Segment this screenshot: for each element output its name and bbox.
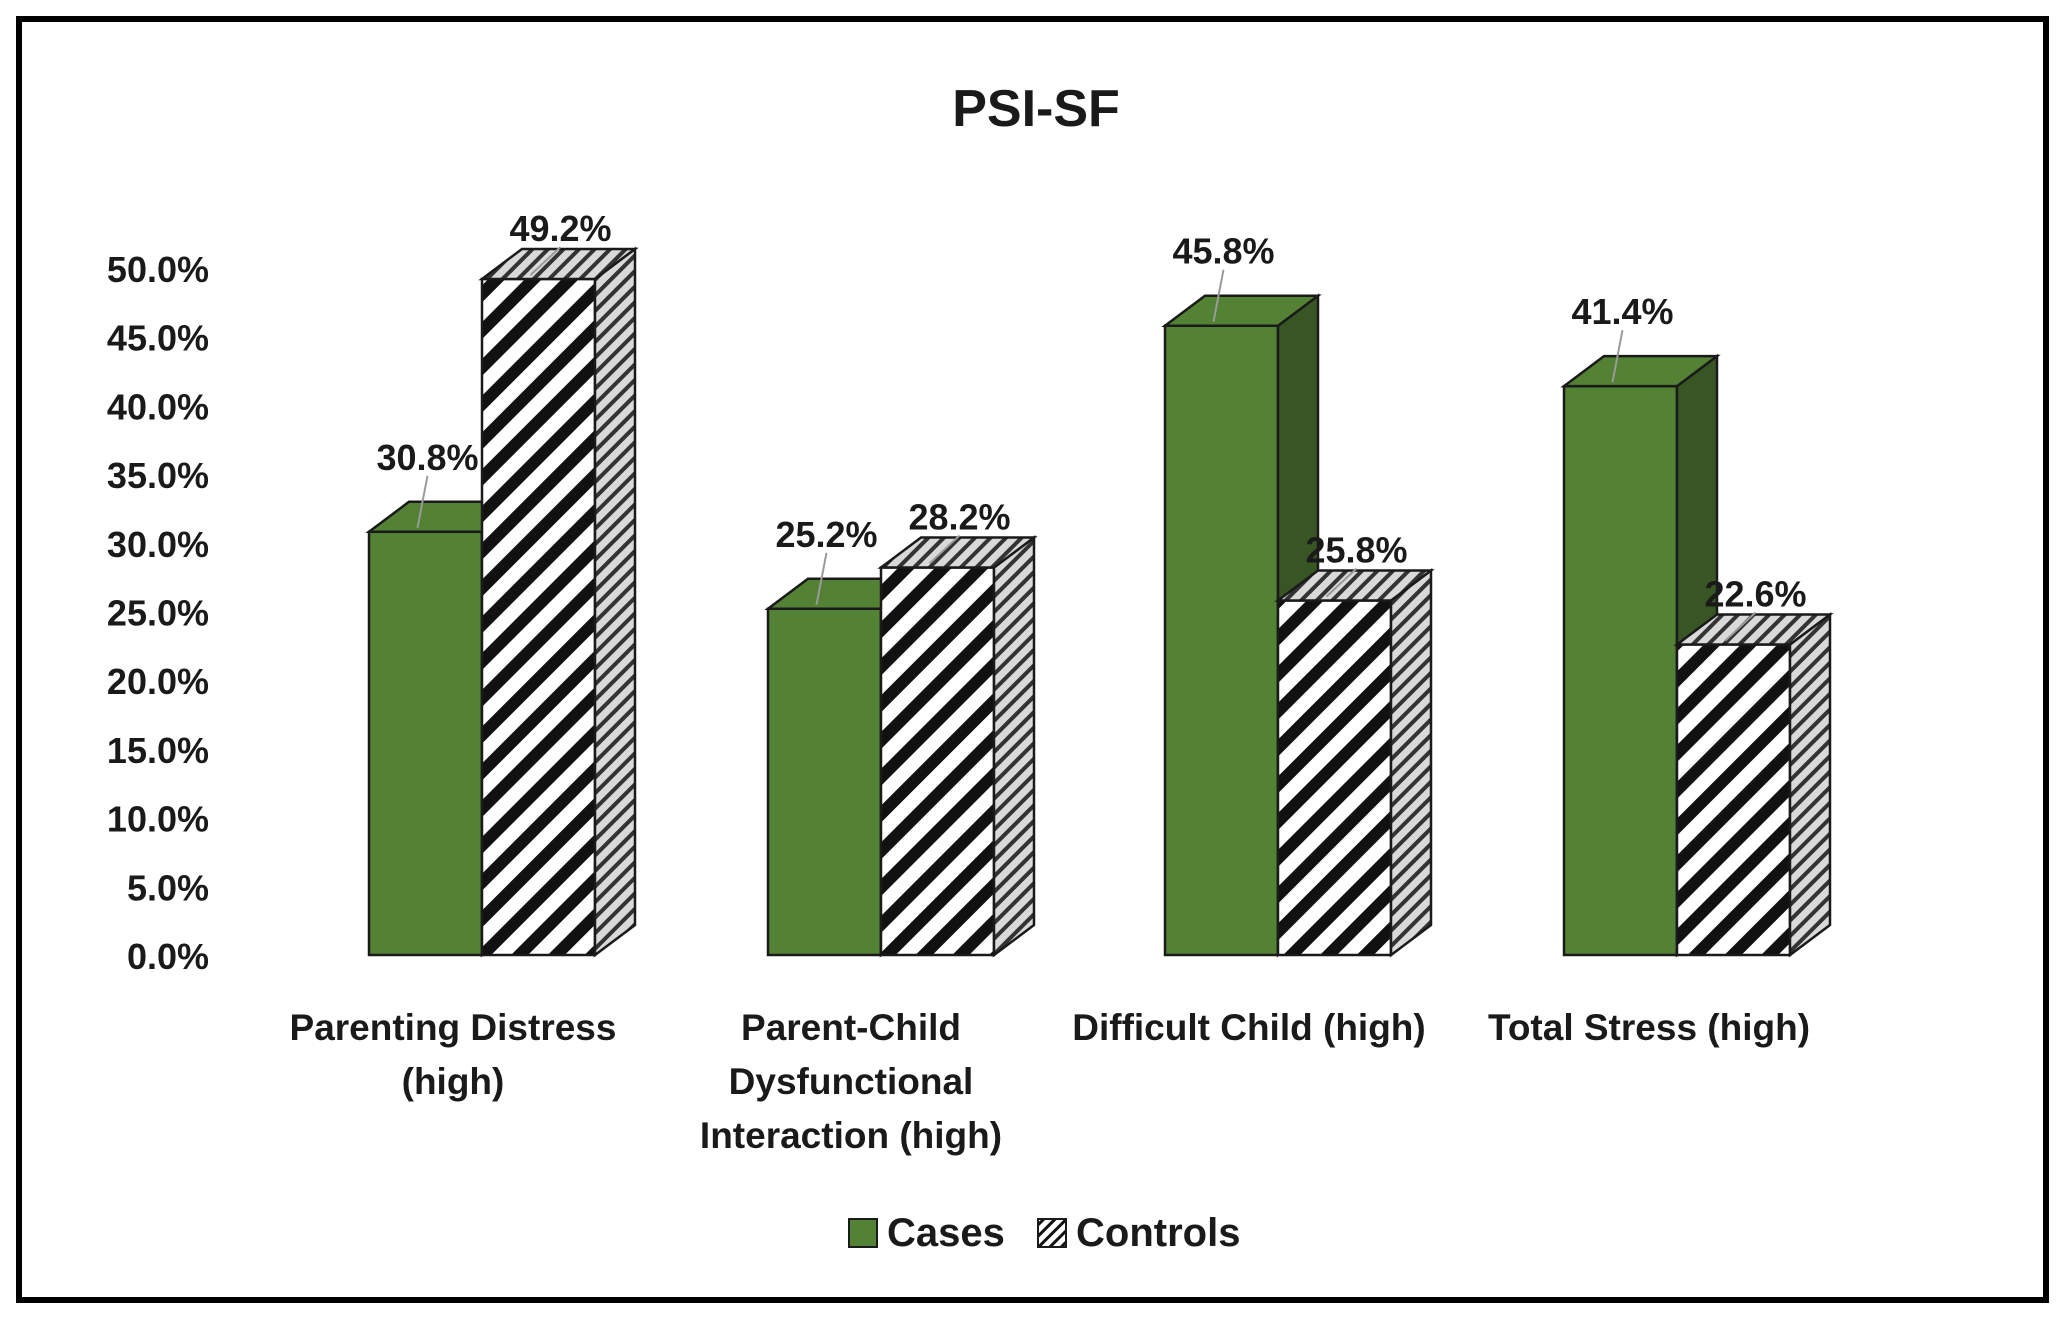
bar-front — [766, 607, 883, 957]
bar-side — [1389, 568, 1433, 958]
legend-swatch-controls — [1037, 1218, 1067, 1248]
bar-cases: 41.4% — [1560, 291, 1721, 958]
bar-controls: 49.2% — [478, 208, 639, 958]
bar-front — [1562, 384, 1679, 957]
data-label-leader — [1325, 567, 1358, 598]
data-label: 45.8% — [1172, 231, 1274, 272]
bar-side — [1788, 611, 1832, 958]
data-label: 25.2% — [775, 514, 877, 555]
y-tick-label: 40.0% — [107, 386, 209, 427]
y-tick-label: 20.0% — [107, 661, 209, 702]
data-label: 41.4% — [1571, 291, 1673, 332]
legend-label-cases: Cases — [887, 1211, 1005, 1255]
data-label-leader — [928, 534, 961, 565]
bar-top — [1161, 294, 1322, 327]
bar-top — [478, 247, 639, 281]
bar-front — [879, 566, 996, 957]
bar-side — [593, 246, 637, 958]
bar-controls: 28.2% — [877, 497, 1038, 958]
bar-controls: 25.8% — [1274, 530, 1435, 958]
bar-controls: 22.6% — [1673, 573, 1834, 958]
data-label: 22.6% — [1704, 573, 1806, 614]
x-category-label: Difficult Child (high) — [1072, 1007, 1425, 1048]
legend-swatch-cases — [848, 1218, 878, 1248]
y-tick-label: 35.0% — [107, 455, 209, 496]
bar-side — [992, 535, 1036, 958]
y-tick-label: 0.0% — [127, 936, 209, 977]
data-label-leader — [1212, 269, 1225, 322]
y-tick-label: 30.0% — [107, 524, 209, 565]
data-label-leader — [1611, 329, 1624, 383]
x-axis: Parenting Distress (high) Parent-Child Dysf… — [290, 1007, 1811, 1156]
bar-front — [480, 277, 597, 957]
bar-front — [1163, 324, 1280, 957]
data-label-leader — [529, 246, 562, 276]
bar-front — [367, 530, 484, 957]
x-category-label: Parenting Distress (high) — [290, 1007, 617, 1102]
x-category-label: Total Stress (high) — [1488, 1007, 1810, 1048]
bar-top — [1560, 354, 1721, 388]
data-label: 25.8% — [1305, 530, 1407, 571]
data-label-leader — [416, 475, 429, 528]
bars: 30.8% 49.2% 25.2% 28.2% 45.8% 25.8% 41.4% 22.6% — [365, 208, 1834, 958]
data-label: 49.2% — [509, 208, 611, 249]
bar-top — [1673, 613, 1834, 646]
y-tick-label: 5.0% — [127, 867, 209, 908]
data-label: 30.8% — [376, 437, 478, 478]
y-tick-label: 10.0% — [107, 799, 209, 840]
y-tick-label: 25.0% — [107, 593, 209, 634]
chart-frame: PSI-SF 0.0% 5.0% 10.0% 15.0% 20.0% 25.0% 30.0%… — [16, 16, 2049, 1303]
bar-top — [877, 536, 1038, 569]
y-tick-label: 45.0% — [107, 318, 209, 359]
data-label-leader — [1724, 611, 1757, 642]
legend-label-controls: Controls — [1076, 1211, 1240, 1255]
y-axis: 0.0% 5.0% 10.0% 15.0% 20.0% 25.0% 30.0% 35.0% 40… — [107, 249, 209, 977]
y-tick-label: 15.0% — [107, 730, 209, 771]
y-tick-label: 50.0% — [107, 249, 209, 290]
chart-title: PSI-SF — [952, 80, 1120, 138]
bar-top — [1274, 569, 1435, 602]
bar-front — [1276, 599, 1393, 957]
x-category-label: Parent-Child Dysfunctional Interaction (hi… — [700, 1007, 1002, 1156]
data-label: 28.2% — [908, 497, 1010, 538]
legend: Cases Controls — [848, 1211, 1240, 1255]
bar-front — [1675, 643, 1792, 957]
bar-cases: 30.8% — [365, 437, 526, 958]
data-label-leader — [815, 552, 828, 605]
